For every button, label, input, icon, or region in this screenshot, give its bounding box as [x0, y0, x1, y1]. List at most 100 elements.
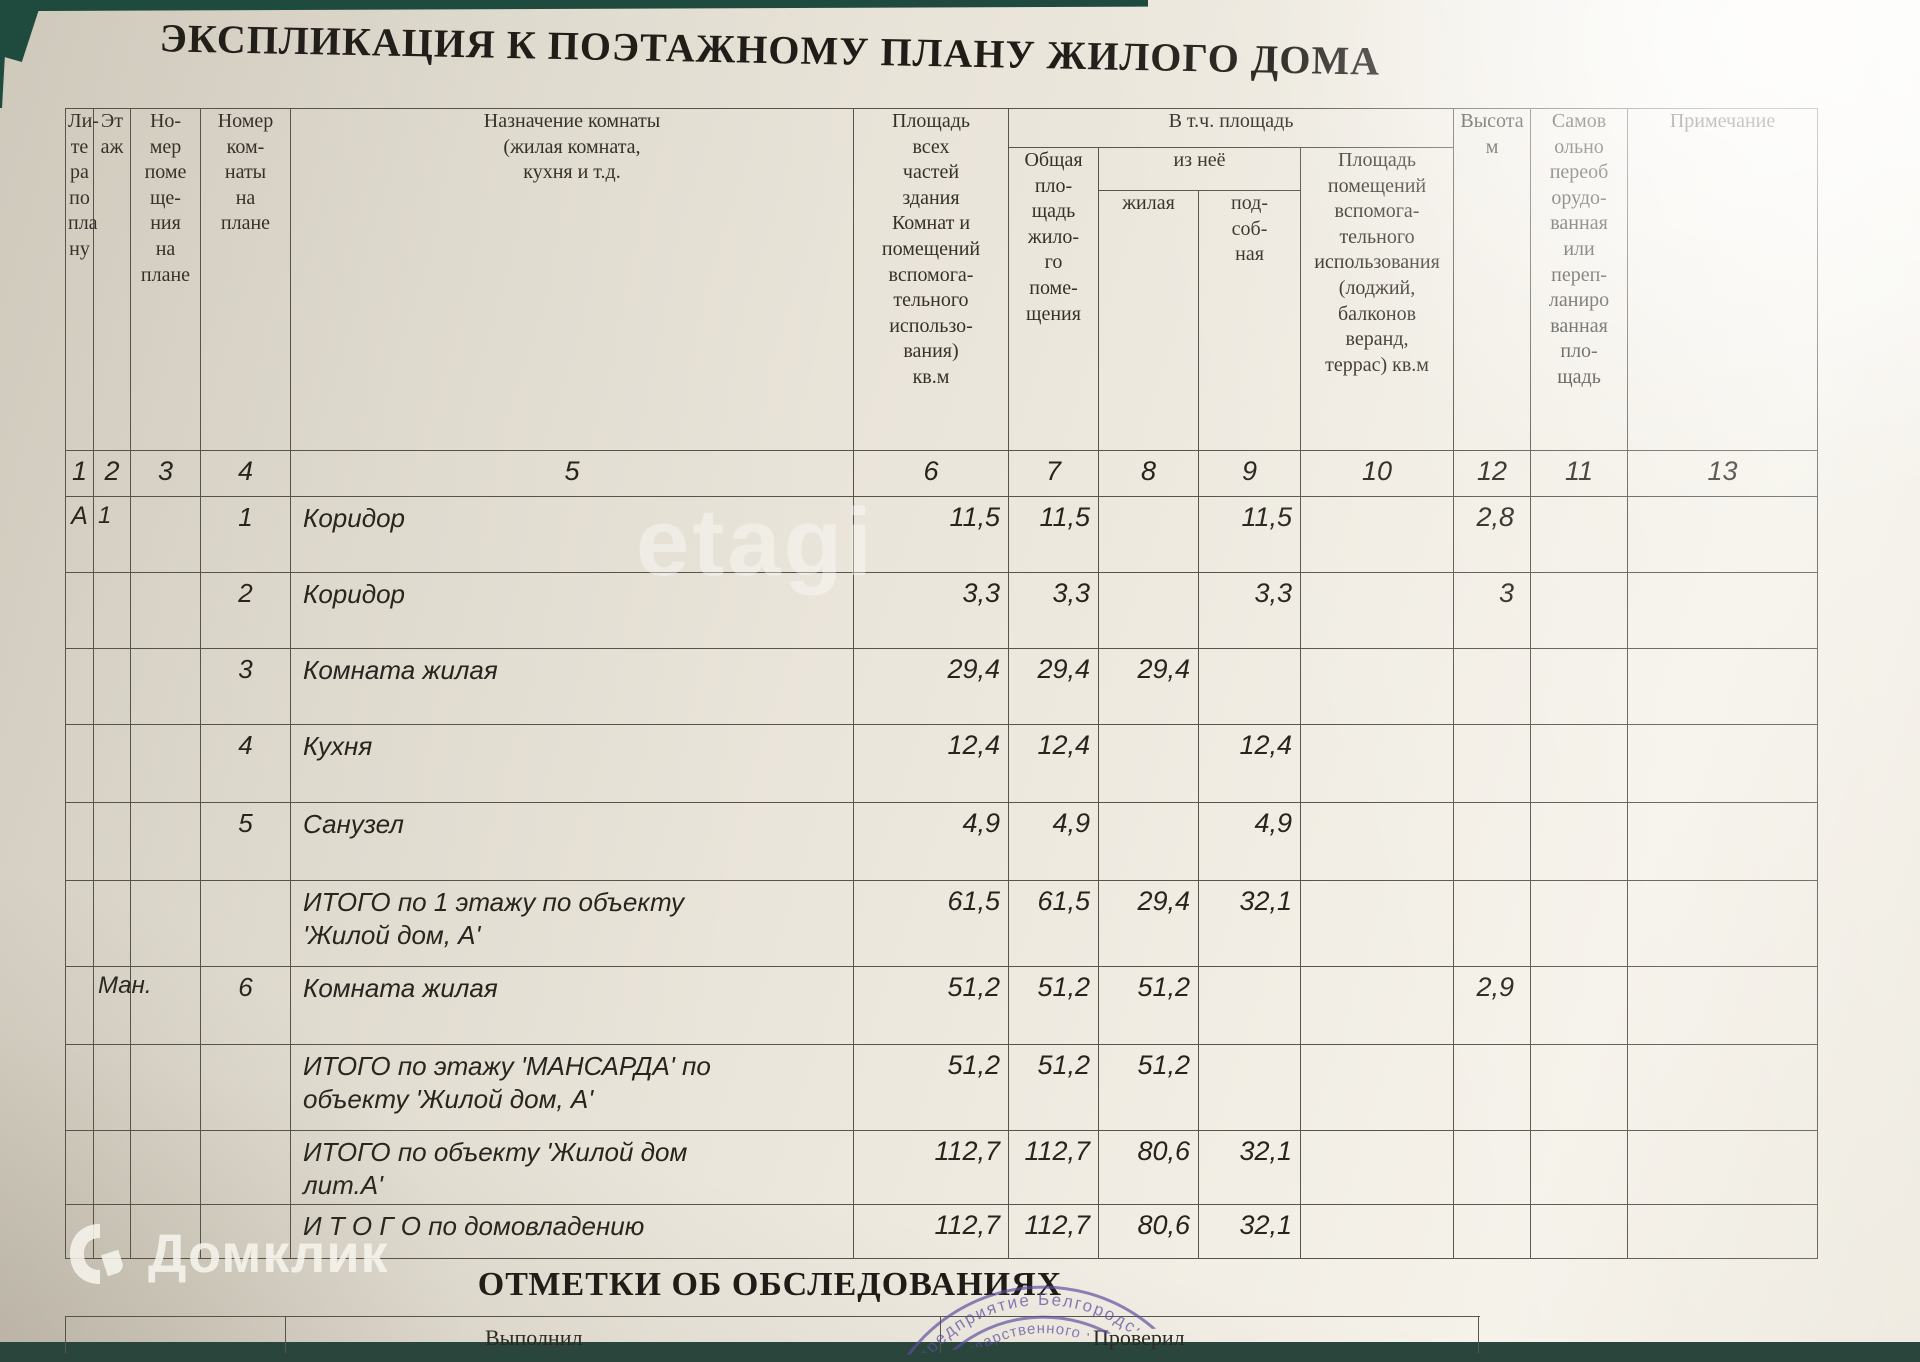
table-cell: 3,3 [853, 572, 1009, 649]
header-ploshchad-vsekh: Площадь всех частей здания Комнат и поме… [853, 108, 1009, 451]
table-cell [65, 880, 94, 967]
table-cell [1198, 1044, 1301, 1131]
table-cell: 112,7 [1008, 1130, 1099, 1205]
table-cell [1453, 724, 1532, 803]
table-cell: 3 [1453, 572, 1532, 649]
explication-table: Ли- те ра по пла ну Эт аж Но- мер поме щ… [65, 108, 1819, 1259]
table-header: Ли- те ра по пла ну Эт аж Но- мер поме щ… [65, 108, 1819, 451]
table-cell [130, 1130, 201, 1205]
table-border [285, 1317, 286, 1353]
column-number: 10 [1299, 450, 1455, 497]
table-cell [130, 802, 201, 881]
table-cell [1627, 1130, 1819, 1205]
table-cell [130, 496, 201, 573]
table-cell: Комната жилая [290, 648, 854, 725]
table-cell [1627, 1204, 1819, 1259]
table-row: 3 Комната жилая 29,4 29,4 29,4 [65, 648, 1819, 725]
table-cell: Санузел [290, 802, 854, 881]
table-cell [1530, 724, 1629, 803]
header-samovolno: Самов ольно переоб орудо- ванная или пер… [1530, 108, 1629, 451]
domclick-logo-icon [70, 1224, 123, 1284]
table-cell [1453, 880, 1532, 967]
header-obshchaya: Общая пло- щадь жило- го поме- щения [1008, 147, 1099, 451]
table-cell: 2,9 [1453, 966, 1532, 1045]
table-cell [1299, 966, 1455, 1045]
table-cell: 61,5 [853, 880, 1009, 967]
table-cell: А [65, 496, 94, 573]
header-group-vtch: В т.ч. площадь [1007, 108, 1455, 148]
header-nomer-pomeshcheniya: Но- мер поме ще- ния на плане [130, 108, 201, 451]
table-cell: Ман. [93, 966, 151, 1045]
table-cell: 4 [200, 724, 291, 803]
table-cell [93, 802, 131, 881]
table-cell: Комната жилая [290, 966, 854, 1045]
table-cell: 3,3 [1198, 572, 1301, 649]
table-cell: ИТОГО по объекту 'Жилой дом лит.А' [290, 1130, 854, 1205]
table-cell: 51,2 [1008, 966, 1099, 1045]
header-group-iznee: из неё [1098, 147, 1301, 191]
table-cell [93, 1044, 131, 1131]
table-cell: 3 [200, 648, 291, 725]
table-cell: 29,4 [1008, 648, 1099, 725]
domclick-watermark: Домклик [68, 1222, 389, 1286]
table-cell: 11,5 [1198, 496, 1301, 573]
table-cell [1299, 648, 1455, 725]
column-number: 4 [200, 450, 291, 497]
column-number: 7 [1008, 450, 1099, 497]
table-cell [1627, 496, 1819, 573]
table-cell [93, 880, 131, 967]
column-number: 8 [1098, 450, 1199, 497]
header-litera: Ли- те ра по пла ну [65, 108, 99, 451]
column-number: 11 [1530, 450, 1629, 497]
header-nomer-komnaty: Номер ком- наты на плане [200, 108, 291, 451]
table-cell [1627, 880, 1819, 967]
table-cell [65, 1130, 94, 1205]
table-cell: Кухня [290, 724, 854, 803]
table-cell [1530, 1204, 1629, 1259]
table-cell [1453, 1204, 1532, 1259]
table-cell [1530, 648, 1629, 725]
table-cell [1530, 966, 1629, 1045]
executed-label: Выполнил [485, 1325, 583, 1350]
table-cell [1627, 1044, 1819, 1131]
table-cell [130, 724, 201, 803]
table-row: 4 Кухня 12,4 12,4 12,4 [65, 724, 1819, 803]
table-cell: 29,4 [1098, 648, 1199, 725]
header-vysota: Высота м [1453, 108, 1532, 451]
table-cell [1198, 966, 1301, 1045]
table-cell [1530, 1044, 1629, 1131]
table-cell [1530, 496, 1629, 573]
table-cell [1098, 496, 1199, 573]
table-cell [1627, 966, 1819, 1045]
table-cell: 51,2 [853, 1044, 1009, 1131]
table-cell [1453, 648, 1532, 725]
table-cell: 11,5 [1008, 496, 1099, 573]
header-etazh: Эт аж [93, 108, 131, 451]
column-number: 6 [853, 450, 1009, 497]
table-cell [1299, 1204, 1455, 1259]
table-cell: 32,1 [1198, 1204, 1301, 1259]
table-cell [93, 724, 131, 803]
table-row: А 1 1 Коридор 11,5 11,5 11,5 2,8 [65, 496, 1819, 573]
table-cell [1627, 572, 1819, 649]
table-cell [1098, 802, 1199, 881]
column-number: 9 [1198, 450, 1301, 497]
table-cell [65, 966, 94, 1045]
table-cell [200, 1130, 291, 1205]
header-naznachenie: Назначение комнаты (жилая комната, кухня… [290, 108, 854, 451]
table-row: 2 Коридор 3,3 3,3 3,3 3 [65, 572, 1819, 649]
table-cell: 29,4 [853, 648, 1009, 725]
table-cell [1299, 1130, 1455, 1205]
table-cell: 2 [200, 572, 291, 649]
domclick-watermark-text: Домклик [148, 1224, 389, 1284]
table-cell [1530, 572, 1629, 649]
signature-table: Выполнил Проверил [65, 1316, 1480, 1353]
table-cell: 32,1 [1198, 880, 1301, 967]
table-cell: ИТОГО по этажу 'МАНСАРДА' по объекту 'Жи… [290, 1044, 854, 1131]
table-cell [1299, 496, 1455, 573]
table-cell: 112,7 [853, 1130, 1009, 1205]
table-cell [130, 1044, 201, 1131]
table-body: 1 2 3 4 5 6 7 8 9 10 12 11 13 А 1 1 Коридор… [65, 450, 1819, 1259]
table-cell [1453, 1044, 1532, 1131]
table-cell: ИТОГО по 1 этажу по объекту 'Жилой дом, … [290, 880, 854, 967]
